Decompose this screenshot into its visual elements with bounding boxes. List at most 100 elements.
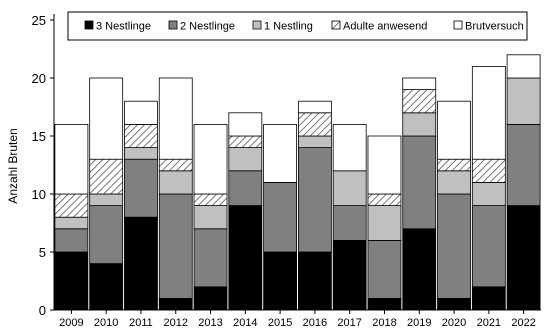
bar-segment-2009-s4 [54, 124, 89, 195]
bar-segment-2012-s4 [158, 77, 193, 160]
bar-segment-2011-s4 [124, 100, 158, 125]
bar-segment-2013-s2 [193, 205, 228, 230]
bar-segment-2016-s1 [297, 147, 332, 253]
bar-segment-2020-s2 [437, 170, 471, 195]
bar-segment-2011-s3 [124, 124, 158, 149]
x-tick-label-2016: 2016 [303, 317, 327, 327]
bar-segment-2021-s1 [471, 205, 506, 288]
bar-segment-2021-s0 [471, 286, 506, 311]
bar-segment-2018-s3 [367, 193, 402, 207]
y-tick-label: 25 [32, 13, 46, 28]
bar-segment-2010-s4 [89, 77, 124, 160]
x-tick-label-2010: 2010 [94, 317, 118, 327]
legend-box [67, 11, 528, 41]
legend-label-s0: 3 Nestlinge [96, 21, 151, 33]
legend: 3 Nestlinge 2 Nestlinge 1 Nestling Adulte a… [67, 11, 528, 41]
bar-segment-2017-s0 [332, 239, 367, 311]
bar-segment-2009-s0 [54, 251, 89, 311]
x-tick-label-2012: 2012 [164, 317, 188, 327]
x-tick-label-2017: 2017 [337, 317, 361, 327]
x-tick-label-2020: 2020 [442, 317, 466, 327]
x-tick-label-2019: 2019 [407, 317, 431, 327]
bar-segment-2013-s3 [193, 193, 228, 207]
bar-segment-2012-s0 [158, 297, 193, 311]
bar-segment-2013-s1 [193, 228, 228, 288]
legend-swatch-s4 [453, 20, 463, 30]
y-tick-label: 0 [39, 303, 46, 318]
y-tick-label: 15 [32, 129, 46, 144]
bar-segment-2009-s1 [54, 228, 89, 253]
bar-segment-2010-s1 [89, 205, 124, 265]
plot-area: 0 5 10 15 20 25 2009 2010 2011 2012 2013 2014 2015 20… [32, 13, 541, 329]
bar-segment-2020-s4 [437, 100, 471, 160]
bar-segment-2017-s4 [332, 124, 367, 172]
y-tick-label: 10 [32, 187, 46, 202]
bar-segment-2018-s4 [367, 135, 402, 195]
x-tick-label-2015: 2015 [268, 317, 292, 327]
bar-segment-2012-s2 [158, 170, 193, 195]
bar-segment-2019-s4 [402, 77, 437, 90]
bar-segment-2020-s0 [437, 297, 471, 311]
bar-segment-2012-s3 [158, 158, 193, 172]
bar-segment-2019-s0 [402, 228, 437, 311]
legend-swatch-s1 [168, 20, 178, 30]
bar-segment-2012-s1 [158, 193, 193, 299]
bar-segment-2019-s3 [402, 89, 437, 114]
y-tick-label: 20 [32, 71, 46, 86]
x-tick-label-2018: 2018 [372, 317, 396, 327]
bar-segment-2013-s0 [193, 286, 228, 311]
legend-label-s3: Adulte anwesend [343, 21, 427, 33]
x-tick-label-2013: 2013 [198, 317, 222, 327]
bar-segment-2020-s3 [437, 158, 471, 172]
bar-segment-2014-s4 [228, 112, 263, 137]
x-tick-label-2014: 2014 [233, 317, 257, 327]
bar-segment-2014-s0 [228, 205, 263, 311]
bar-segment-2010-s0 [89, 263, 124, 311]
bar-segment-2018-s1 [367, 239, 402, 299]
y-axis-label: Anzahl Bruten [6, 128, 20, 203]
bar-segment-2010-s3 [89, 158, 124, 195]
legend-swatch-s3 [331, 20, 341, 30]
bar-segment-2015-s1 [263, 181, 298, 253]
bar-segment-2009-s3 [54, 193, 89, 218]
bar-segment-2018-s2 [367, 205, 402, 241]
bar-segment-2016-s3 [297, 112, 332, 137]
x-tick-label-2022: 2022 [511, 317, 535, 327]
bar-segment-2017-s1 [332, 205, 367, 241]
bar-segment-2022-s1 [506, 124, 541, 206]
bar-segment-2013-s4 [193, 124, 228, 195]
bar-segment-2015-s4 [263, 124, 298, 183]
bar-segment-2009-s2 [54, 216, 89, 230]
legend-label-s1: 2 Nestlinge [180, 21, 235, 33]
bar-segment-2018-s0 [367, 297, 402, 311]
bar-segment-2021-s2 [471, 181, 506, 206]
bar-segment-2021-s4 [471, 66, 506, 160]
bar-segment-2019-s2 [402, 112, 437, 137]
bar-segment-2017-s2 [332, 170, 367, 207]
bar-segment-2011-s0 [124, 216, 158, 311]
legend-label-s2: 1 Nestling [264, 21, 313, 33]
x-tick-label-2011: 2011 [129, 317, 153, 327]
y-tick-label: 5 [39, 245, 46, 260]
bar-segment-2014-s2 [228, 147, 263, 172]
bar-segment-2015-s0 [263, 251, 298, 311]
bar-segment-2020-s1 [437, 193, 471, 299]
bar-segment-2016-s4 [297, 100, 332, 114]
bar-segment-2019-s1 [402, 135, 437, 230]
x-tick-label-2009: 2009 [59, 317, 83, 327]
legend-swatch-s0 [84, 20, 94, 30]
bar-segment-2014-s3 [228, 135, 263, 148]
legend-swatch-s2 [252, 20, 262, 30]
bar-segment-2022-s0 [506, 205, 541, 311]
bar-segment-2016-s0 [297, 251, 332, 311]
bar-segment-2022-s2 [506, 77, 541, 125]
bar-segment-2014-s1 [228, 170, 263, 207]
bar-segment-2022-s4 [506, 54, 541, 79]
bar-segment-2021-s3 [471, 158, 506, 183]
legend-label-s4: Brutversuch [465, 21, 524, 33]
bar-segment-2010-s2 [89, 193, 124, 207]
bar-segment-2011-s2 [124, 147, 158, 160]
bar-segment-2016-s2 [297, 135, 332, 148]
